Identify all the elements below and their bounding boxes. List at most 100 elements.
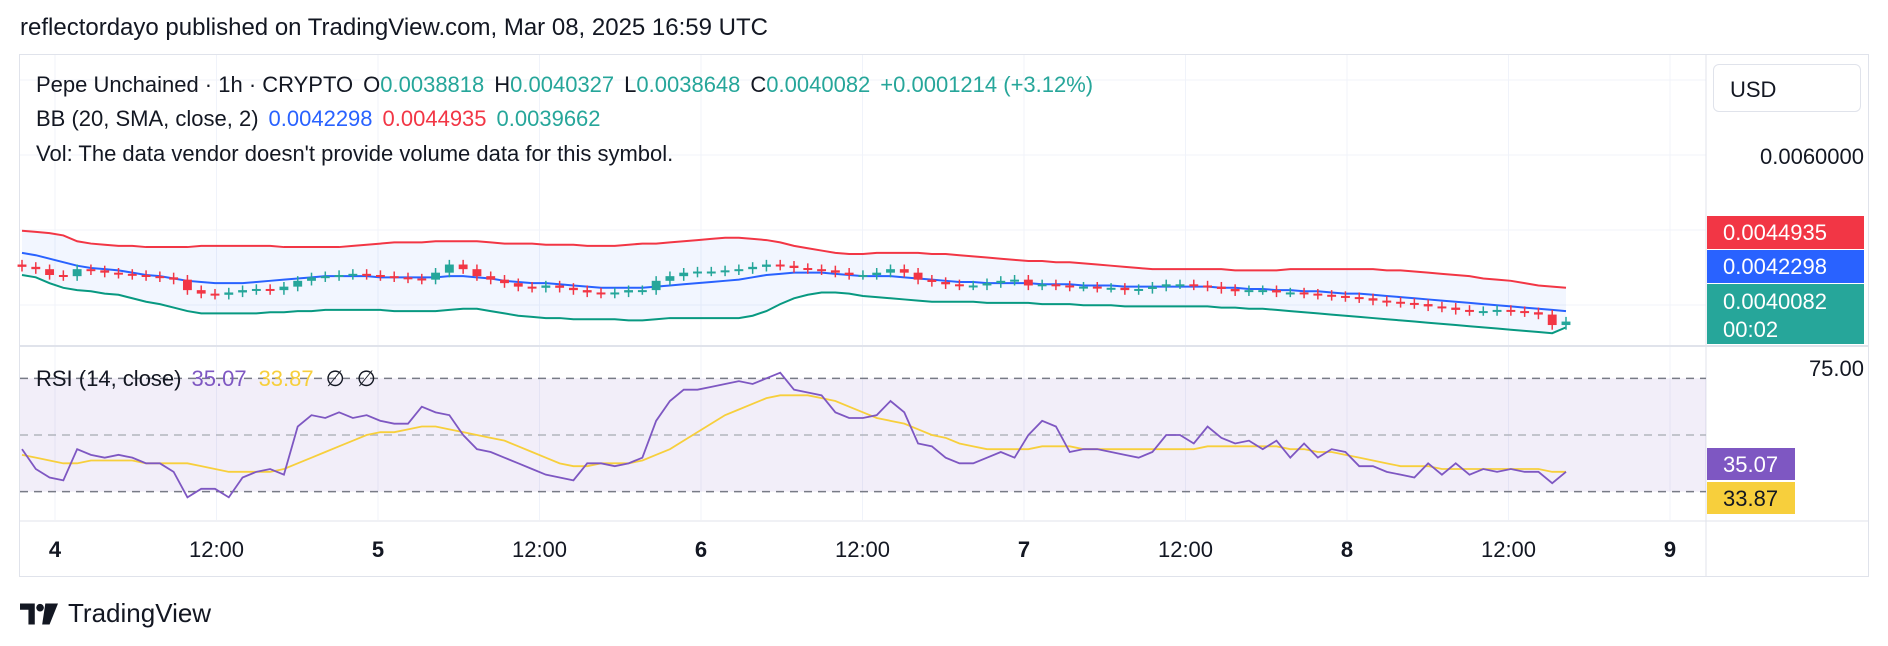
brand-name: TradingView <box>68 598 212 628</box>
time-axis-label: 12:00 <box>1480 537 1537 562</box>
candle-up <box>1175 284 1185 287</box>
candle-up <box>886 269 895 273</box>
symbol-label[interactable]: Pepe Unchained · 1h · CRYPTO <box>36 72 354 97</box>
candle-down <box>114 272 123 275</box>
bar-countdown: 00:02 <box>1723 317 1779 342</box>
brand[interactable]: TradingView <box>20 598 211 629</box>
candle-up <box>251 288 261 291</box>
candle-down <box>596 292 606 295</box>
rsi-null-icon-2: ∅ <box>356 366 376 391</box>
candle-up <box>720 270 730 273</box>
bb-upper-value: 0.0044935 <box>382 106 487 131</box>
vol-note-text: Vol: The data vendor doesn't provide vol… <box>36 141 674 166</box>
rsi-level-label: 75.00 <box>1808 356 1864 381</box>
candle-down <box>1065 285 1075 288</box>
candle-up <box>734 269 744 272</box>
candle-up <box>982 283 992 286</box>
currency-selector[interactable]: USD <box>1713 64 1861 112</box>
candle-up <box>1134 288 1144 291</box>
candle-down <box>1092 286 1102 289</box>
candle-down <box>182 279 192 291</box>
candle-down <box>1368 298 1378 301</box>
candle-down <box>789 265 799 269</box>
candle-up <box>334 274 344 277</box>
candle-down <box>582 290 592 293</box>
candle-down <box>1327 294 1337 297</box>
candle-up <box>307 277 316 281</box>
candle-up <box>1244 290 1254 293</box>
rsi-line <box>21 371 1567 499</box>
candle-up <box>293 280 303 287</box>
candle-down <box>927 279 937 282</box>
candle-down <box>1409 302 1419 305</box>
candle-down <box>513 283 523 287</box>
open-label: O <box>363 72 381 97</box>
candle-down <box>127 273 137 276</box>
candle-down <box>17 264 27 267</box>
bb-label[interactable]: BB (20, SMA, close, 2) <box>36 106 259 131</box>
candle-down <box>472 269 482 277</box>
rsi-ma-line <box>21 394 1566 473</box>
candle-up <box>431 272 441 280</box>
candle-down <box>1340 295 1350 298</box>
time-axis-label: 9 <box>1663 537 1677 562</box>
open-value: 0.0038818 <box>380 72 485 97</box>
candle-down <box>1506 309 1516 312</box>
candle-up <box>320 276 330 279</box>
candle-up <box>706 271 716 274</box>
bb-basis-tag: 0.0042298 <box>1707 250 1864 283</box>
candle-up <box>1258 290 1268 293</box>
candle-up <box>761 264 771 267</box>
candle-up <box>224 292 234 295</box>
candle-down <box>1354 297 1364 300</box>
candle-up <box>1285 292 1295 295</box>
candle-up <box>1161 284 1171 287</box>
candle-down <box>913 272 923 280</box>
candle-down <box>1423 304 1433 307</box>
close-value: 0.0040082 <box>766 72 871 97</box>
candle-up <box>1010 279 1020 282</box>
close-label: C <box>750 72 767 97</box>
candle-down <box>486 276 496 280</box>
rsi-label[interactable]: RSI (14, close) <box>36 366 182 391</box>
candle-down <box>844 272 854 275</box>
candle-down <box>389 276 399 279</box>
candle-down <box>899 269 909 273</box>
bb-upper-tag: 0.0044935 <box>1707 216 1864 249</box>
candle-down <box>817 269 827 272</box>
bb-lower-value: 0.0039662 <box>496 106 601 131</box>
candle-up <box>872 272 882 275</box>
candle-down <box>568 287 578 291</box>
bb-lower-line <box>21 274 1567 335</box>
chart-frame <box>19 54 1869 577</box>
candle-down <box>500 279 509 284</box>
time-axis-label: 12:00 <box>834 537 891 562</box>
candle-up <box>1478 311 1488 314</box>
candle-up <box>665 276 675 281</box>
candle-up <box>1492 309 1502 312</box>
time-axis-label: 12:00 <box>188 537 245 562</box>
low-value: 0.0038648 <box>636 72 741 97</box>
candle-down <box>1203 285 1213 288</box>
candle-up <box>858 274 868 277</box>
price-level-label: 0.0060000 <box>1760 144 1864 169</box>
candle-up <box>1561 321 1571 326</box>
change-value: +0.0001214 (+3.12%) <box>880 72 1094 97</box>
candle-up <box>610 292 620 295</box>
candle-down <box>362 273 372 276</box>
candle-down <box>1216 286 1226 289</box>
candle-down <box>210 293 220 296</box>
candle-up <box>693 271 702 274</box>
candle-up <box>996 280 1006 284</box>
candle-down <box>1547 314 1557 326</box>
bb-legend: BB (20, SMA, close, 2) 0.0042298 0.0044935… <box>36 106 611 132</box>
candle-down <box>403 277 413 280</box>
candle-down <box>45 269 55 275</box>
candle-down <box>527 286 537 289</box>
high-value: 0.0040327 <box>510 72 615 97</box>
candle-down <box>155 276 165 279</box>
candle-down <box>86 269 96 272</box>
candle-down <box>954 284 964 287</box>
high-label: H <box>494 72 511 97</box>
